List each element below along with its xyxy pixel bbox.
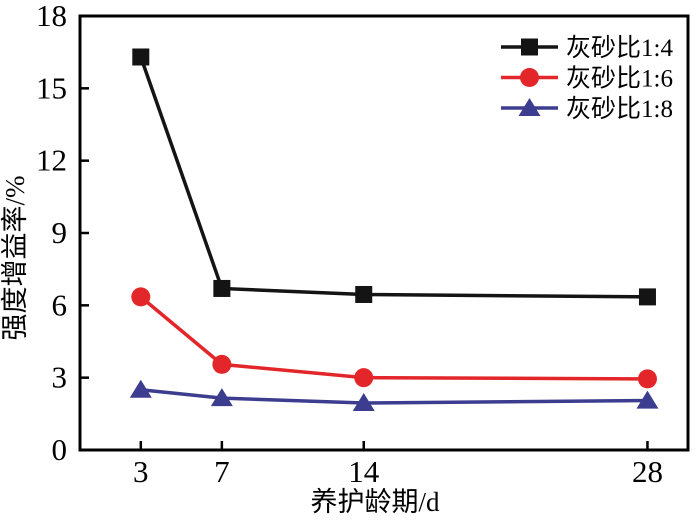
data-point-square-marker (355, 285, 373, 303)
x-tick-label: 7 (214, 454, 230, 489)
data-point-square-marker (132, 48, 150, 66)
data-point-triangle-marker (129, 379, 152, 398)
data-point-circle-marker (637, 369, 657, 389)
x-tick-label: 3 (133, 454, 149, 489)
y-tick-label: 15 (36, 70, 67, 105)
x-tick-label: 28 (632, 454, 663, 489)
y-tick-label: 18 (36, 0, 67, 33)
series-line-1 (139, 56, 648, 299)
data-point-triangle-marker (352, 392, 375, 411)
data-point-circle-marker (212, 354, 232, 374)
plot-frame (78, 14, 690, 452)
legend-circle-marker (520, 68, 539, 87)
data-point-triangle-marker (636, 390, 659, 409)
data-point-triangle-marker (210, 388, 233, 407)
legend-square-marker (521, 38, 538, 56)
data-point-circle-marker (354, 368, 374, 388)
y-tick-label: 0 (52, 432, 68, 467)
legend-label: 灰砂比1:8 (566, 95, 673, 123)
legend-triangle-marker (518, 98, 541, 116)
y-tick-label: 6 (52, 287, 68, 322)
y-tick-label: 12 (36, 143, 67, 178)
series-line-3 (140, 387, 648, 405)
y-axis-title: 强度增益率/% (0, 176, 30, 341)
data-point-square-marker (638, 288, 656, 306)
x-tick-label: 14 (348, 454, 380, 489)
data-point-square-marker (213, 279, 231, 297)
data-point-circle-marker (131, 287, 151, 307)
x-axis-title: 养护龄期/d (310, 487, 440, 517)
legend-label: 灰砂比1:4 (566, 34, 673, 62)
y-tick-label: 9 (52, 215, 68, 250)
legend-label: 灰砂比1:6 (566, 65, 673, 93)
series-line-2 (139, 295, 648, 381)
y-tick-label: 3 (52, 360, 68, 395)
